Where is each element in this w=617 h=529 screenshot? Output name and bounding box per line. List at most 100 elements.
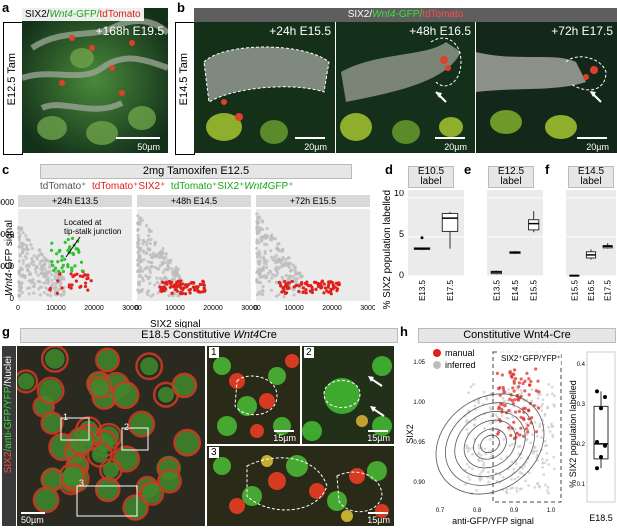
c-point-gray: [140, 288, 144, 292]
h-box-point: [599, 406, 603, 411]
h-legend-inferred: inferred: [445, 360, 476, 370]
c-point-gray: [158, 276, 163, 281]
h-point-manual: [500, 373, 504, 377]
c-point-red: [86, 273, 90, 277]
c-point-gray: [142, 258, 146, 262]
c-point-gray: [138, 255, 142, 259]
h-point-manual: [523, 406, 527, 411]
c-point-gray: [62, 289, 66, 294]
c-point-red: [75, 272, 79, 276]
g-side-label: SIX2/anti-GFP/YFP/Nuclei: [3, 356, 14, 473]
g-tissue-blob: [112, 382, 139, 409]
h-point-inferred: [515, 490, 519, 493]
c-point-red: [78, 274, 83, 278]
c-point-red: [178, 282, 183, 287]
g-inset3-art: [207, 446, 394, 526]
h-point-manual: [508, 397, 512, 401]
h-point-inferred: [473, 404, 477, 408]
h-ytick-2: 1.00: [413, 400, 425, 406]
c-point-gray: [146, 238, 150, 242]
h-density-contour-1: [445, 402, 535, 486]
c-point-red: [283, 280, 287, 284]
g-tissue-blob: [159, 471, 180, 492]
box-xtick-d0: E13.5: [418, 279, 427, 300]
g-inset2-scale-label: 15µm: [367, 433, 390, 443]
c-point-gray: [136, 257, 140, 262]
h-density-contour-5: [480, 434, 500, 454]
g-tissue-blob: [95, 477, 120, 502]
h-point-inferred: [489, 422, 492, 426]
c-xtick-1-2: 20000: [84, 305, 104, 312]
h-point-manual: [512, 420, 516, 424]
h-point-inferred: [525, 437, 529, 441]
h-point-inferred: [465, 418, 469, 422]
c-point-red: [71, 274, 75, 279]
c-point-red: [198, 282, 202, 286]
panel-g-inset-2: 2 15µm: [302, 346, 394, 444]
g-main-scale-label: 50µm: [21, 515, 44, 525]
c-point-gray: [274, 265, 279, 269]
h-point-inferred: [490, 452, 494, 456]
g-tissue-ring: [88, 375, 112, 399]
c-point-gray: [257, 216, 262, 220]
g-main-tissue-art: [17, 346, 205, 526]
c-point-gray: [155, 276, 159, 280]
h-point-manual: [526, 423, 530, 428]
g-tissue-blob: [39, 379, 62, 403]
h-point-inferred: [527, 471, 531, 474]
h-point-inferred: [505, 416, 509, 420]
c-point-green: [66, 237, 70, 242]
h-point-manual: [527, 377, 531, 381]
h-point-inferred: [500, 414, 504, 418]
g-tissue-ring: [157, 468, 182, 494]
g-main-scale-bar: [21, 512, 45, 514]
c-facet-strip-3: [256, 195, 370, 207]
c-point-gray: [51, 281, 55, 286]
c-point-gray: [148, 281, 152, 285]
c-point-gray: [288, 269, 293, 273]
h-xtick-3: 1.0: [547, 508, 556, 514]
h-point-inferred: [512, 467, 516, 471]
c-point-gray: [21, 258, 26, 262]
c-point-red: [160, 289, 164, 294]
h-point-inferred: [467, 465, 471, 469]
g-tissue-blob: [34, 488, 58, 512]
c-point-gray: [146, 247, 150, 251]
c-point-gray: [270, 233, 274, 237]
panel-c-header: 2mg Tamoxifen E12.5: [40, 164, 352, 179]
h-point-inferred: [511, 415, 515, 419]
g-tissue-blob: [102, 461, 119, 479]
h-point-inferred: [482, 390, 486, 394]
c-point-gray: [148, 271, 152, 275]
legend-gfp-p2: Wnt4: [244, 181, 268, 192]
c-xtick-2-0: 0: [135, 305, 139, 312]
h-point-manual: [497, 387, 501, 391]
c-point-gray: [136, 270, 140, 274]
c-point-gray: [160, 260, 164, 264]
c-point-red: [309, 283, 313, 288]
c-point-red: [202, 289, 207, 293]
c-point-gray: [264, 262, 268, 266]
c-point-gray: [155, 280, 159, 284]
panel-c-legend: tdTomato⁺ tdTomato⁺SIX2⁺ tdTomato⁺SIX2⁺W…: [40, 181, 370, 192]
h-point-inferred: [541, 465, 544, 469]
g-tissue-ring: [94, 476, 121, 503]
box-xtick-f1: E16.5: [587, 279, 596, 300]
c-point-gray: [17, 280, 21, 284]
box-plot-bg-e: [487, 190, 543, 276]
h-point-inferred: [535, 434, 539, 438]
c-point-gray: [287, 274, 291, 279]
g-inset3-scale-label: 15µm: [367, 515, 390, 525]
c-point-gray: [144, 224, 149, 228]
c-point-red: [83, 284, 88, 289]
h-point-inferred: [542, 473, 546, 476]
def-ytick-10: 10: [394, 190, 404, 198]
panel-a-scale-label: 50µm: [137, 142, 160, 152]
c-point-gray: [19, 266, 23, 270]
c-point-gray: [136, 238, 140, 242]
panel-h-header: Constitutive Wnt4-Cre: [418, 328, 616, 343]
c-point-gray: [275, 280, 279, 285]
c-point-red: [280, 290, 284, 294]
c-point-gray: [32, 291, 36, 295]
h-point-manual: [517, 381, 521, 385]
